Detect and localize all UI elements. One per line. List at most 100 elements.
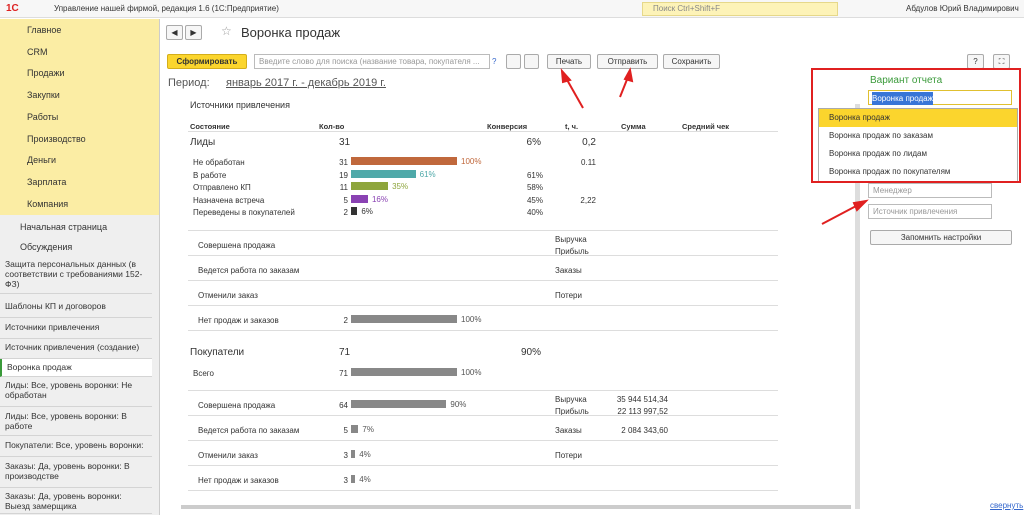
row-line [188,329,778,331]
row-line [188,390,778,391]
forward-button[interactable]: ▶ [185,25,202,40]
group-name: Покупатели [190,346,245,358]
report-title: Воронка продаж [241,25,341,40]
logo: 1С [6,3,19,14]
history-item[interactable]: Источники привлечения [0,319,152,339]
metric-value: 2 084 343,60 [621,426,668,435]
menu-item[interactable]: Закупки [27,90,60,101]
row-t: 0.11 [581,158,596,167]
column-header: Конверсия [487,122,528,131]
bar [351,207,358,215]
bar-label: 4% [359,450,371,459]
row-name: Отправлено КП [193,183,251,192]
icon-button[interactable] [506,54,521,69]
variant-option[interactable]: Воронка продаж по лидам [829,149,927,158]
variant-select[interactable]: Воронка продаж [868,90,1012,105]
metric-label: Заказы [555,265,582,275]
generate-button[interactable]: Сформировать [167,54,247,69]
row-line [188,440,778,441]
scrollbar-h [181,505,851,509]
row-conversion: 40% [526,208,543,217]
row-count: 19 [339,170,348,180]
bar-label: 35% [392,182,409,191]
row-line [188,279,778,281]
bar-label: 6% [361,207,373,216]
user-name[interactable]: Абдулов Юрий Владимирович [906,4,1019,13]
menu-item[interactable]: Деньги [27,155,57,166]
variant-option[interactable]: Воронка продаж по заказам [829,131,933,140]
column-header: Состояние [190,122,230,131]
menu-item[interactable]: Зарплата [27,176,67,187]
bar [351,400,447,408]
row-line [188,304,778,306]
menu-item[interactable]: Главное [27,25,62,35]
variant-option[interactable]: Воронка продаж [819,109,1017,127]
nav-item[interactable]: Обсуждения [20,242,73,252]
outcome-count: 64 [339,401,348,410]
metric-label: Прибыль [555,407,589,416]
history-item[interactable]: Лиды: Все, уровень воронки: Не обработан [0,377,152,407]
bar [351,314,457,323]
history-item[interactable]: Шаблоны КП и договоров [0,298,152,318]
metric-label: Потери [555,451,582,460]
help-button[interactable]: ? [967,54,984,69]
icon-button[interactable] [524,54,539,69]
send-button[interactable]: Отправить [597,54,658,69]
nav-item[interactable]: Начальная страница [20,222,108,232]
remember-button[interactable]: Запомнить настройки [870,230,1012,245]
row-line [188,229,778,231]
metric-value: 35 944 514,34 [616,395,668,404]
row-name: Назначена встреча [193,195,265,205]
row-count: 31 [339,158,348,167]
menu-item[interactable]: Компания [27,198,69,209]
column-header: Средний чек [682,122,730,131]
bar [351,182,389,190]
bar [351,157,457,165]
save-button[interactable]: Сохранить [663,54,720,69]
metric-label: Потери [555,290,582,300]
row-count: 2 [343,208,348,217]
history-item[interactable]: Заказы: Да, уровень воронки: В производс… [0,458,152,488]
history-item[interactable]: Покупатели: Все, уровень воронки: [0,437,152,457]
menu-item[interactable]: Работы [27,111,59,122]
column-header: Кол-во [319,122,345,131]
group-count: 71 [339,346,351,358]
history-item[interactable]: Заказы: Да, уровень воронки: Выезд замер… [0,488,152,514]
variant-option[interactable]: Воронка продаж по покупателям [829,167,951,176]
outcome-count: 2 [343,315,348,325]
search-input[interactable]: Введите слово для поиска (название товар… [254,54,490,69]
row-count: 71 [339,368,348,378]
history-item[interactable]: Воронка продаж [0,359,152,377]
menu-item[interactable]: Продажи [27,68,65,79]
print-button[interactable]: Печать [547,54,591,69]
bar [351,169,416,178]
group-t: 0,2 [582,137,596,148]
column-header: t, ч. [565,122,579,131]
help[interactable]: ? [492,57,497,66]
star[interactable]: ☆ [221,24,232,38]
history-item[interactable]: Защита персональных данных (в соответств… [0,256,152,294]
manager-field[interactable]: Менеджер [868,183,992,198]
bar [351,194,368,203]
outcome-name: Ведется работа по заказам [198,426,300,435]
outcome-count: 3 [343,476,348,485]
outcome-name: Отменили заказ [198,451,258,460]
history-item[interactable]: Источник привлечения (создание) [0,339,152,359]
bar-label: 100% [461,314,482,324]
bar [351,450,356,458]
row-line [188,415,778,416]
source-field[interactable]: Источник привлечения [868,204,992,219]
bar-label: 90% [450,400,467,409]
collapse-link[interactable]: свернуть [990,501,1024,510]
period-value[interactable]: январь 2017 г. - декабрь 2019 г. [226,77,386,89]
settings-panel: Вариант отчета Воронка продаж Менеджер И… [861,19,1024,515]
metric-label: Выручка [555,395,587,404]
menu-item[interactable]: Производство [27,133,86,144]
history-item[interactable]: Лиды: Все, уровень воронки: В работе [0,408,152,436]
back-button[interactable]: ◀ [166,25,183,40]
outcome-name: Совершена продажа [198,401,276,410]
global-search[interactable]: Поиск Ctrl+Shift+F [642,2,838,16]
row-conversion: 45% [526,195,543,205]
menu-item[interactable]: CRM [27,46,48,57]
